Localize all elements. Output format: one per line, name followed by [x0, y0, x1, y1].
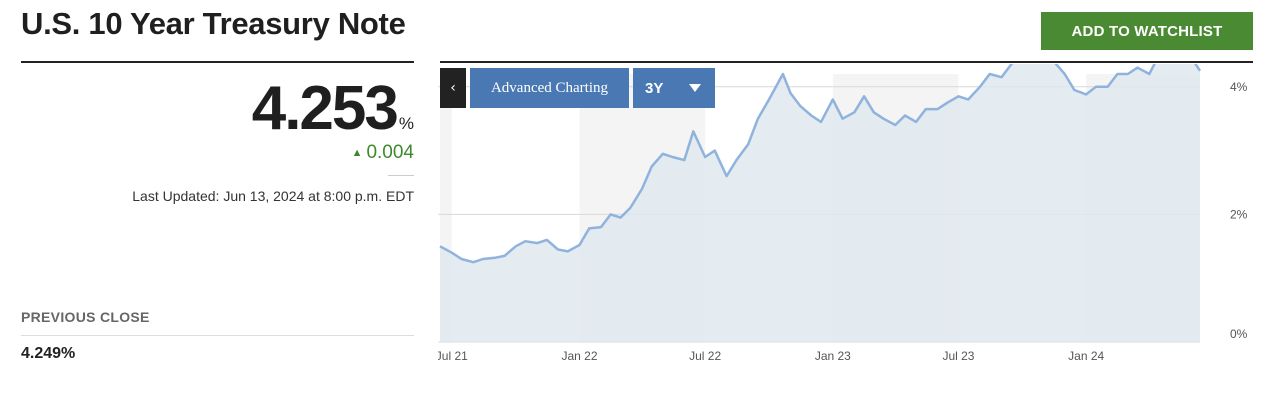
y-tick-label: 4% [1230, 80, 1248, 94]
x-tick-label: Jan 23 [815, 349, 851, 363]
previous-close-label: PREVIOUS CLOSE [21, 309, 150, 325]
yield-chart[interactable]: 0% 2% 4% Jul 21 Jan 22 Jul 22 Jan 23 Jul 23 Jan… [438, 64, 1272, 374]
x-tick-label: Jan 24 [1068, 349, 1104, 363]
price-change: ▲ 0.004 [352, 142, 414, 164]
add-to-watchlist-button[interactable]: ADD TO WATCHLIST [1041, 12, 1253, 50]
x-tick-label: Jul 21 [438, 349, 468, 363]
price-value: 4.253 [251, 74, 399, 143]
change-value: 0.004 [366, 142, 414, 163]
range-label: 3Y [645, 79, 664, 97]
range-dropdown[interactable]: 3Y [633, 68, 715, 108]
band [440, 74, 452, 342]
price-unit: % [398, 114, 414, 133]
price-block: 4.253% [252, 76, 414, 142]
up-arrow-icon: ▲ [351, 147, 363, 159]
x-tick-label: Jul 23 [942, 349, 974, 363]
x-tick-label: Jul 22 [689, 349, 721, 363]
change-underline [388, 175, 414, 176]
chevron-left-icon[interactable]: ‹ [440, 68, 466, 108]
y-tick-label: 0% [1230, 327, 1248, 341]
chevron-down-icon [689, 84, 701, 92]
series-line [439, 64, 1202, 264]
series-area [440, 64, 1200, 342]
page-title: U.S. 10 Year Treasury Note [21, 6, 406, 41]
left-divider [21, 61, 414, 63]
x-tick-label: Jan 22 [561, 349, 597, 363]
last-updated: Last Updated: Jun 13, 2024 at 8:00 p.m. … [132, 188, 414, 204]
y-tick-label: 2% [1230, 207, 1248, 221]
previous-close-divider [21, 335, 414, 336]
previous-close-value: 4.249% [21, 345, 76, 362]
chart-top-divider [440, 61, 1253, 63]
advanced-charting-button[interactable]: Advanced Charting [470, 68, 629, 108]
